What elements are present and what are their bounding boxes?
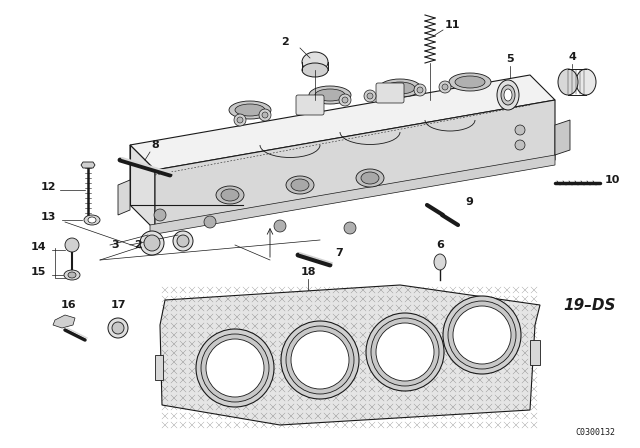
Text: 14: 14 [30, 242, 46, 252]
Circle shape [234, 114, 246, 126]
Circle shape [344, 222, 356, 234]
Text: 10: 10 [605, 175, 620, 185]
Polygon shape [81, 162, 95, 168]
FancyBboxPatch shape [376, 83, 404, 103]
Text: 19–DS: 19–DS [564, 298, 616, 313]
Text: 7: 7 [335, 248, 343, 258]
Ellipse shape [315, 89, 345, 101]
Ellipse shape [449, 73, 491, 91]
Ellipse shape [88, 217, 96, 223]
Ellipse shape [309, 86, 351, 104]
Ellipse shape [216, 186, 244, 204]
Ellipse shape [371, 318, 439, 386]
Ellipse shape [497, 80, 519, 110]
Ellipse shape [229, 101, 271, 119]
Ellipse shape [504, 89, 512, 101]
Ellipse shape [366, 313, 444, 391]
Circle shape [414, 84, 426, 96]
Ellipse shape [140, 231, 164, 255]
Text: 18: 18 [300, 267, 316, 277]
Ellipse shape [501, 85, 515, 105]
Polygon shape [530, 340, 540, 365]
Text: 11: 11 [445, 20, 461, 30]
Circle shape [367, 93, 373, 99]
Ellipse shape [291, 179, 309, 191]
Ellipse shape [443, 296, 521, 374]
Circle shape [342, 97, 348, 103]
Polygon shape [130, 145, 155, 230]
Circle shape [364, 90, 376, 102]
Circle shape [259, 109, 271, 121]
Text: 6: 6 [436, 240, 444, 250]
Ellipse shape [385, 82, 415, 94]
Polygon shape [155, 100, 555, 230]
Ellipse shape [286, 326, 354, 394]
Ellipse shape [302, 52, 328, 72]
Circle shape [439, 81, 451, 93]
Text: 8: 8 [151, 140, 159, 150]
Text: 16: 16 [60, 300, 76, 310]
Circle shape [515, 125, 525, 135]
Ellipse shape [356, 169, 384, 187]
Polygon shape [555, 120, 570, 155]
Circle shape [339, 94, 351, 106]
Text: 5: 5 [506, 54, 514, 64]
Circle shape [65, 238, 79, 252]
Circle shape [262, 112, 268, 118]
Ellipse shape [281, 321, 359, 399]
Ellipse shape [108, 318, 128, 338]
Ellipse shape [235, 104, 265, 116]
Polygon shape [160, 285, 540, 425]
Text: 3: 3 [111, 240, 119, 250]
Ellipse shape [302, 63, 328, 77]
Polygon shape [155, 355, 163, 380]
Circle shape [204, 216, 216, 228]
Circle shape [237, 117, 243, 123]
Polygon shape [118, 180, 130, 215]
Ellipse shape [144, 235, 160, 251]
Ellipse shape [576, 69, 596, 95]
Circle shape [417, 87, 423, 93]
Circle shape [154, 209, 166, 221]
Ellipse shape [558, 69, 578, 95]
Ellipse shape [291, 331, 349, 389]
Circle shape [442, 84, 448, 90]
Ellipse shape [173, 231, 193, 251]
Text: 9: 9 [465, 197, 473, 207]
Text: 17: 17 [110, 300, 125, 310]
Ellipse shape [201, 334, 269, 402]
Text: 4: 4 [568, 52, 576, 62]
Ellipse shape [64, 270, 80, 280]
Ellipse shape [376, 323, 434, 381]
Polygon shape [130, 75, 555, 170]
Ellipse shape [286, 176, 314, 194]
Ellipse shape [177, 235, 189, 247]
Ellipse shape [448, 301, 516, 369]
Polygon shape [150, 155, 555, 235]
Text: C0300132: C0300132 [575, 428, 615, 437]
Ellipse shape [221, 189, 239, 201]
Circle shape [515, 140, 525, 150]
Ellipse shape [453, 306, 511, 364]
Ellipse shape [196, 329, 274, 407]
Ellipse shape [84, 215, 100, 225]
Ellipse shape [206, 339, 264, 397]
Text: 15: 15 [30, 267, 45, 277]
Ellipse shape [361, 172, 379, 184]
Text: 12: 12 [40, 182, 56, 192]
Text: 13: 13 [40, 212, 56, 222]
FancyBboxPatch shape [296, 95, 324, 115]
Ellipse shape [379, 79, 421, 97]
Text: 2: 2 [281, 37, 289, 47]
Ellipse shape [112, 322, 124, 334]
Ellipse shape [434, 254, 446, 270]
Circle shape [274, 220, 286, 232]
Text: 2: 2 [134, 240, 142, 250]
Ellipse shape [68, 272, 76, 278]
Ellipse shape [455, 76, 485, 88]
Polygon shape [53, 315, 75, 328]
